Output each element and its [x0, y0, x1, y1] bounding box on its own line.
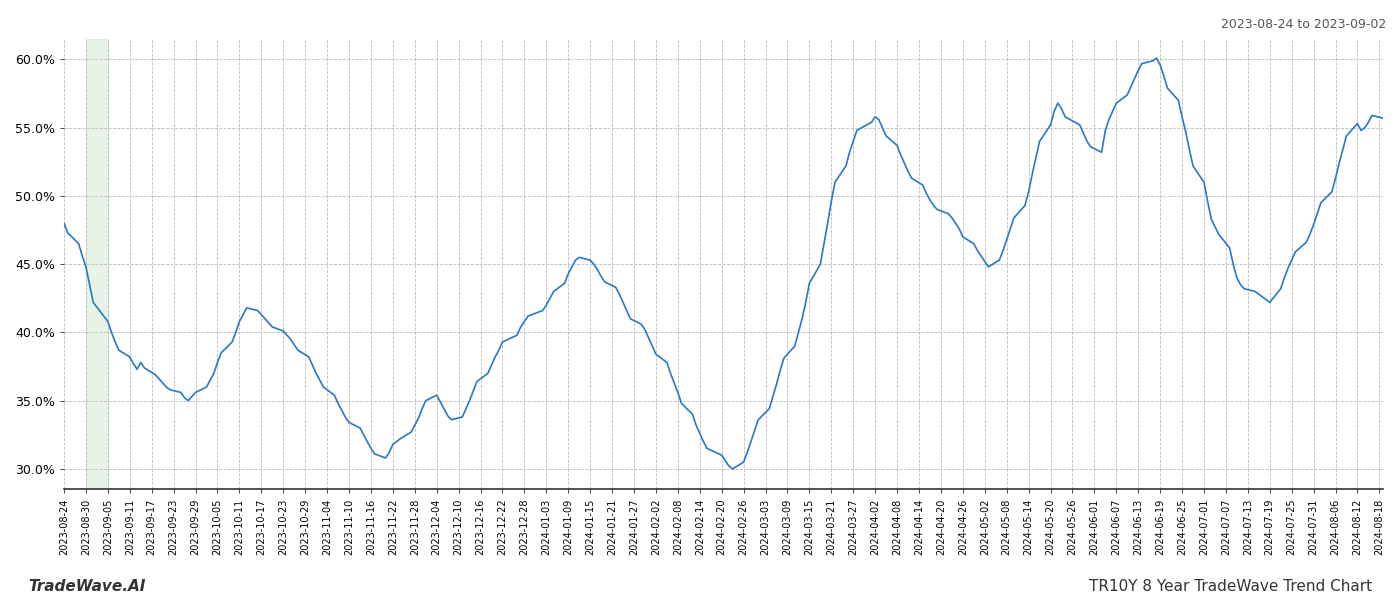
- Bar: [85, 39, 108, 490]
- Text: TradeWave.AI: TradeWave.AI: [28, 579, 146, 594]
- Text: TR10Y 8 Year TradeWave Trend Chart: TR10Y 8 Year TradeWave Trend Chart: [1089, 579, 1372, 594]
- Text: 2023-08-24 to 2023-09-02: 2023-08-24 to 2023-09-02: [1221, 18, 1386, 31]
